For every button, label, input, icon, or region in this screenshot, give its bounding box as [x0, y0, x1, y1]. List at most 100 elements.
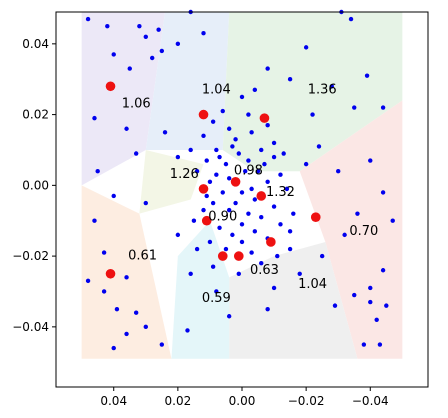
sample-point — [259, 260, 264, 266]
sample-point — [143, 324, 148, 330]
sample-point — [188, 147, 193, 153]
cell-value-label: 1.04 — [202, 82, 231, 97]
x-tick-label: −0.02 — [288, 394, 325, 408]
sample-point — [191, 218, 197, 223]
sample-point — [156, 27, 161, 32]
x-tick-label: 0.00 — [229, 394, 256, 408]
sample-point — [281, 151, 286, 156]
sample-point — [133, 151, 139, 156]
sample-point — [275, 253, 280, 259]
x-tick-label: 0.04 — [100, 394, 127, 408]
sample-point — [124, 331, 129, 337]
sample-point — [162, 130, 168, 135]
sample-point — [239, 190, 245, 195]
sample-point — [380, 190, 386, 195]
sample-point — [124, 126, 129, 131]
sample-point — [185, 328, 190, 333]
center-point — [259, 113, 270, 123]
sample-point — [287, 77, 293, 82]
sample-point — [249, 186, 254, 192]
sample-point — [239, 94, 245, 100]
center-point — [198, 184, 209, 194]
sample-point — [233, 200, 238, 206]
y-tick-label: 0.04 — [22, 37, 49, 51]
x-tick-label: −0.04 — [352, 394, 389, 408]
sample-point — [364, 73, 370, 78]
sample-point — [352, 292, 357, 298]
cell-value-label: 1.04 — [298, 277, 327, 292]
sample-point — [303, 161, 309, 167]
sample-point — [368, 158, 373, 163]
sample-point — [361, 342, 367, 347]
sample-point — [175, 154, 181, 160]
sample-point — [101, 250, 107, 255]
sample-point — [194, 168, 200, 174]
sample-point — [233, 137, 238, 142]
center-point — [198, 109, 209, 120]
sample-point — [239, 239, 245, 245]
sample-point — [265, 179, 270, 185]
sample-point — [201, 133, 206, 139]
voronoi-region-7 — [139, 149, 204, 214]
sample-point — [114, 306, 120, 312]
sample-points-layer — [85, 9, 395, 351]
sample-point — [105, 23, 110, 29]
sample-point — [220, 108, 225, 114]
sample-point — [259, 214, 264, 220]
sample-point — [287, 229, 293, 234]
sample-point — [127, 66, 132, 71]
sample-point — [380, 268, 386, 273]
sample-point — [271, 204, 277, 209]
sample-point — [226, 207, 232, 213]
cell-value-label: 1.36 — [308, 82, 337, 97]
voronoi-region-2 — [222, 12, 403, 172]
sample-point — [342, 232, 347, 238]
sample-point — [175, 41, 181, 47]
sample-point — [92, 115, 97, 121]
sample-point — [252, 87, 258, 93]
sample-point — [194, 246, 200, 252]
sample-point — [278, 172, 283, 177]
sample-point — [226, 314, 232, 319]
sample-point — [85, 278, 91, 284]
sample-point — [380, 105, 386, 110]
sample-point — [259, 147, 264, 153]
sample-point — [252, 229, 258, 234]
sample-point — [230, 232, 235, 238]
voronoi-region-6 — [81, 185, 172, 359]
sample-point — [217, 225, 222, 231]
sample-point — [223, 246, 229, 252]
sample-point — [265, 66, 270, 71]
center-point — [266, 237, 276, 247]
voronoi-region-1 — [145, 12, 230, 150]
sample-point — [329, 84, 334, 89]
sample-point — [201, 207, 206, 213]
sample-point — [252, 197, 258, 202]
sample-point — [201, 31, 206, 36]
cell-labels-layer: 1.06 1.04 1.36 1.26 0.981.32 0.90 0.70 0.61 0.63… — [122, 82, 379, 306]
sample-point — [255, 168, 261, 174]
cell-value-label: 0.63 — [250, 263, 279, 278]
sample-point — [271, 140, 277, 146]
voronoi-region-3 — [299, 100, 403, 359]
sample-point — [236, 151, 241, 156]
sample-point — [204, 158, 209, 163]
center-points-layer — [105, 81, 321, 279]
sample-point — [390, 218, 395, 223]
sample-point — [111, 52, 116, 57]
cell-value-label: 0.59 — [202, 291, 231, 306]
sample-point — [214, 172, 219, 177]
sample-point — [239, 222, 245, 227]
sample-point — [150, 55, 155, 61]
x-axis-ticks: 0.04 0.02 0.00 −0.02 −0.04 — [100, 387, 389, 408]
sample-point — [374, 317, 379, 322]
center-point — [105, 268, 116, 279]
sample-point — [319, 253, 325, 259]
cell-value-label: 1.26 — [170, 167, 199, 182]
sample-point — [95, 168, 100, 174]
sample-point — [297, 271, 302, 276]
sample-point — [368, 299, 373, 305]
center-point — [105, 81, 116, 92]
sample-point — [230, 144, 235, 149]
